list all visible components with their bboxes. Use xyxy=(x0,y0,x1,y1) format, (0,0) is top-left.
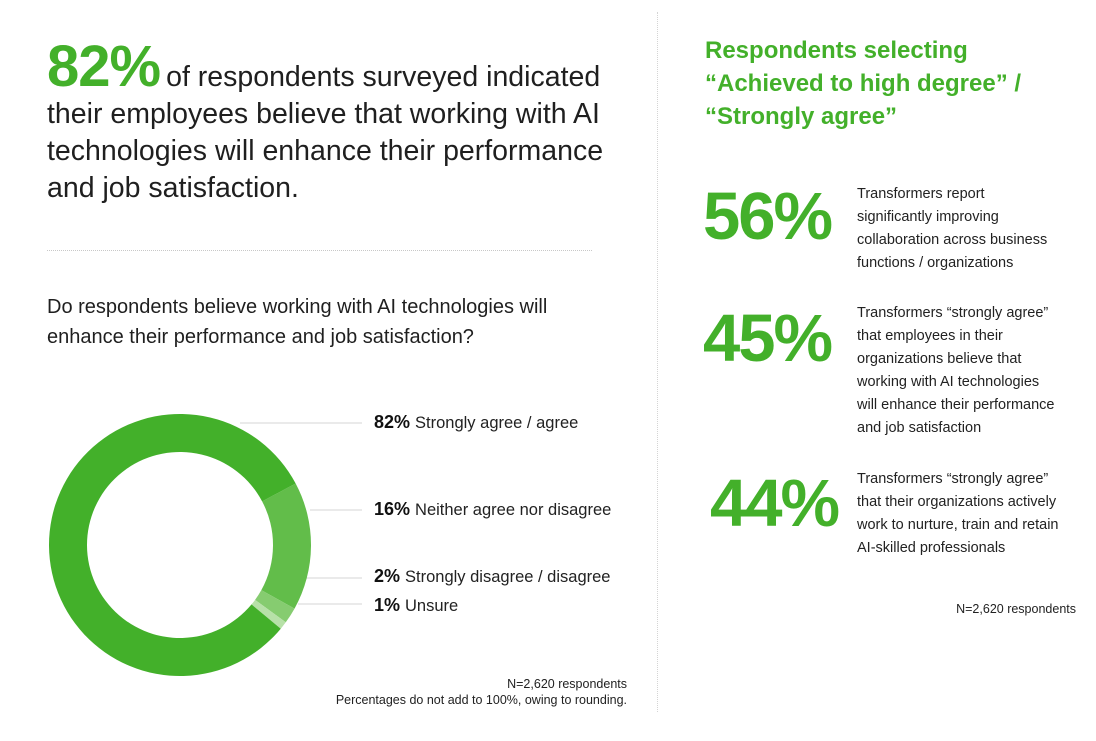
legend-value: 82% xyxy=(374,412,411,432)
stat-description: Transformers “strongly agree” that their… xyxy=(857,471,1059,556)
legend-item-unsure: 1% Unsure xyxy=(374,595,458,616)
legend-item-agree: 82% Strongly agree / agree xyxy=(374,412,578,433)
stat-value: 45% xyxy=(703,301,833,376)
rounding-note: Percentages do not add to 100%, owing to… xyxy=(335,693,627,707)
right-footnote: N=2,620 respondents xyxy=(956,602,1076,616)
vertical-divider xyxy=(657,12,658,712)
legend-item-neither: 16% Neither agree nor disagree xyxy=(374,499,611,520)
stat-description: Transformers report significantly improv… xyxy=(857,186,1048,271)
stat-description: Transformers “strongly agree” that emplo… xyxy=(857,305,1055,436)
legend-label: Strongly agree / agree xyxy=(415,414,579,432)
headline-text: of respondents surveyed indicated their … xyxy=(47,61,604,204)
headline-percent: 82% xyxy=(47,34,161,99)
legend-value: 16% xyxy=(374,499,411,519)
slice-unsure xyxy=(251,599,286,629)
slice-neither xyxy=(261,483,311,609)
legend-item-disagree: 2% Strongly disagree / disagree xyxy=(374,566,610,587)
stat-value: 44% xyxy=(710,466,840,541)
legend-label: Unsure xyxy=(405,597,459,615)
dotted-divider xyxy=(47,250,592,251)
legend-label: Strongly disagree / disagree xyxy=(405,568,611,586)
sample-size-note: N=2,620 respondents xyxy=(507,677,627,691)
slice-disagree xyxy=(255,590,295,623)
headline: 82% of respondents surveyed indicated the… xyxy=(47,38,607,207)
slice-agree xyxy=(49,414,296,676)
legend-label: Neither agree nor disagree xyxy=(415,501,612,519)
chart-question: Do respondents believe working with AI t… xyxy=(47,296,548,348)
stat-value: 56% xyxy=(703,179,833,254)
left-footnote: N=2,620 respondents Percentages do not a… xyxy=(336,676,627,708)
legend-value: 2% xyxy=(374,566,401,586)
donut-chart xyxy=(49,414,311,676)
legend-value: 1% xyxy=(374,595,401,615)
right-title: Respondents selecting “Achieved to high … xyxy=(705,37,1022,130)
